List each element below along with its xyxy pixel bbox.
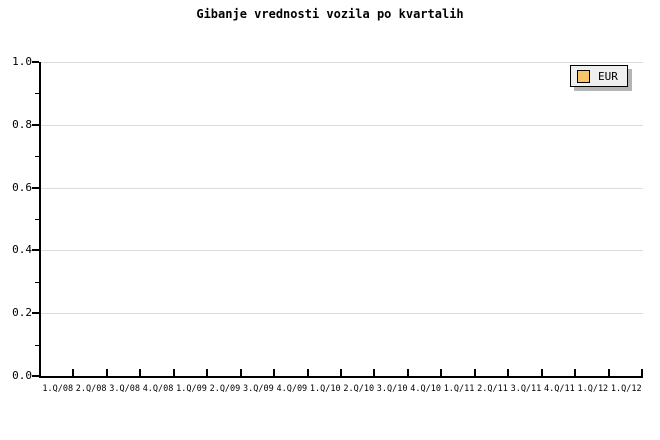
x-tick bbox=[507, 369, 510, 376]
gridline bbox=[41, 187, 643, 189]
y-minor-tick bbox=[35, 156, 39, 158]
x-tick bbox=[473, 369, 476, 376]
gridline bbox=[41, 62, 643, 63]
y-major-tick bbox=[32, 312, 39, 315]
x-tick-label: 4.Q/08 bbox=[142, 384, 174, 394]
x-tick bbox=[373, 369, 376, 376]
y-minor-tick bbox=[35, 281, 39, 283]
x-tick-label: 1.Q/11 bbox=[443, 384, 475, 394]
y-tick-label: 1.0 bbox=[12, 55, 32, 68]
x-tick bbox=[172, 369, 175, 376]
x-tick-label: 3.Q/09 bbox=[243, 384, 274, 394]
y-major-tick bbox=[32, 375, 39, 377]
y-minor-tick bbox=[35, 219, 39, 220]
x-tick-label: 3.Q/10 bbox=[376, 384, 408, 394]
chart-title: Gibanje vrednosti vozila po kvartalih bbox=[196, 7, 464, 21]
y-tick-label: 0.8 bbox=[12, 117, 32, 131]
x-tick-label: 4.Q/09 bbox=[276, 384, 308, 394]
x-tick bbox=[574, 369, 577, 376]
x-tick-label: 1.Q/10 bbox=[309, 384, 341, 394]
y-tick-label: 0.6 bbox=[12, 180, 32, 194]
x-tick bbox=[607, 369, 610, 376]
y-major-tick bbox=[32, 186, 39, 189]
y-tick-label: 0.0 bbox=[12, 369, 32, 382]
x-tick bbox=[540, 369, 543, 376]
gridline bbox=[41, 124, 643, 126]
x-tick bbox=[306, 369, 309, 376]
x-tick-label: 4.Q/10 bbox=[410, 384, 441, 394]
x-tick-label: 4.Q/11 bbox=[544, 384, 575, 394]
x-tick bbox=[139, 369, 142, 376]
gridline bbox=[41, 250, 643, 252]
x-tick bbox=[641, 369, 643, 376]
y-minor-tick bbox=[35, 93, 39, 95]
x-tick bbox=[273, 369, 276, 376]
plot-area: EUR bbox=[32, 61, 643, 378]
x-tick-label: 2.Q/11 bbox=[477, 384, 508, 394]
x-tick bbox=[440, 369, 443, 376]
y-major-tick bbox=[32, 61, 39, 63]
x-tick-label: 3.Q/11 bbox=[510, 384, 542, 394]
x-tick bbox=[239, 369, 242, 376]
x-tick-label: 2.Q/10 bbox=[343, 384, 375, 394]
x-tick-label: 2.Q/09 bbox=[209, 384, 241, 394]
x-tick-label: 2.Q/08 bbox=[75, 384, 107, 394]
x-tick bbox=[206, 369, 209, 376]
x-tick-label: 1.Q/12 bbox=[610, 384, 642, 394]
legend-swatch-eur bbox=[577, 69, 590, 83]
y-major-tick bbox=[32, 249, 39, 252]
x-tick-label: 1.Q/08 bbox=[42, 384, 74, 394]
x-tick bbox=[406, 369, 409, 376]
y-tick-label: 0.2 bbox=[12, 306, 32, 320]
x-tick-label: 3.Q/08 bbox=[109, 384, 140, 394]
x-tick bbox=[105, 369, 108, 376]
legend-label-eur: EUR bbox=[598, 69, 618, 83]
y-tick-label: 0.4 bbox=[12, 243, 32, 257]
x-tick-label: 1.Q/12 bbox=[577, 384, 609, 394]
y-major-tick bbox=[32, 123, 39, 126]
y-minor-tick bbox=[35, 344, 39, 346]
x-tick-label: 1.Q/09 bbox=[176, 384, 207, 394]
legend: EUR bbox=[570, 65, 628, 87]
x-tick bbox=[72, 369, 75, 376]
gridline bbox=[41, 313, 643, 315]
x-tick bbox=[340, 369, 342, 376]
